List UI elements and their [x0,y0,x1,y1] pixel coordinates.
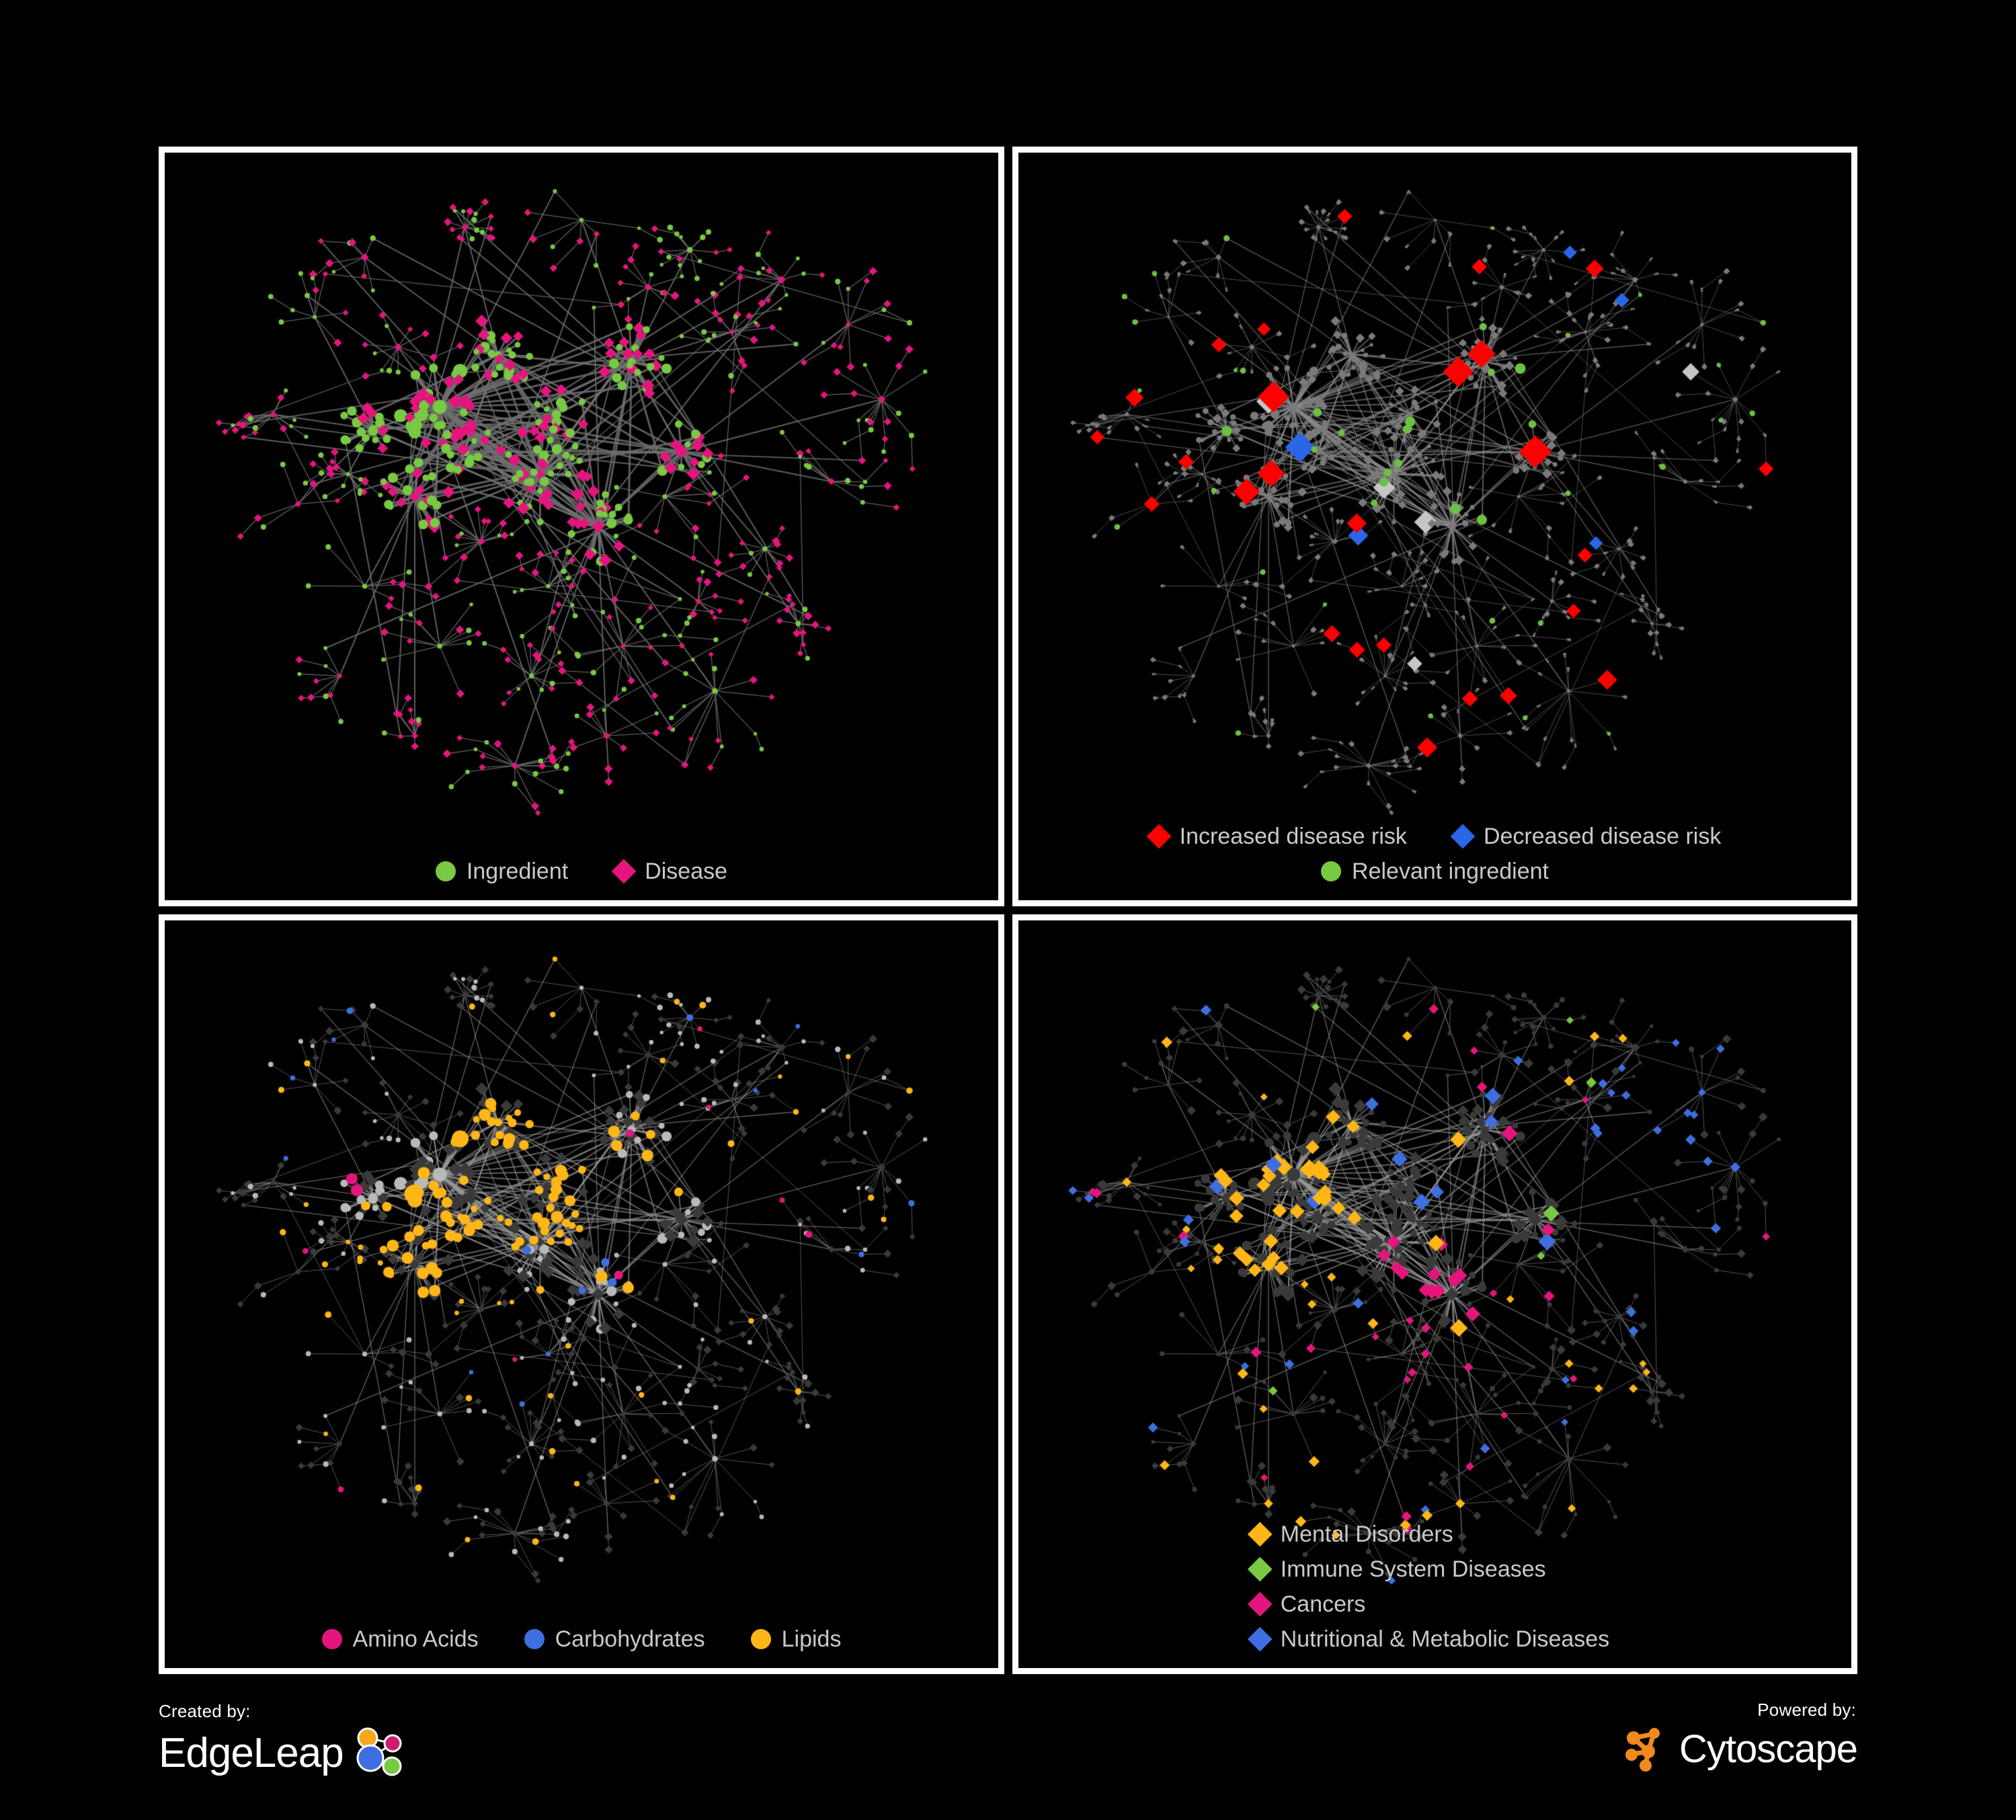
panel-disease-classes: Mental Disorders Immune System Diseases Ca… [1012,914,1857,1674]
panel-ingredient-classes: Amino Acids Carbohydrates Lipids [159,914,1004,1674]
network-canvas-ingredient-classes [165,920,998,1668]
network-canvas-ingredient-disease [165,153,998,900]
network-canvas-disease-classes [1018,920,1851,1668]
branding-created-by: Created by: EdgeLeap [159,1701,408,1782]
powered-by-kicker: Powered by: [1757,1700,1856,1720]
node-cluster-icon [350,1725,408,1782]
cytoscape-icon [1621,1723,1672,1775]
panel-ingredient-disease: Ingredient Disease [159,147,1004,906]
cytoscape-wordmark: Cytoscape [1679,1727,1858,1771]
panel-disease-risk: Increased disease risk Decreased disease … [1012,147,1857,906]
branding-powered-by: Powered by: Cyt [1621,1700,1858,1775]
network-canvas-disease-risk [1018,153,1851,900]
created-by-kicker: Created by: [159,1701,251,1721]
edgeleap-wordmark: EdgeLeap [159,1729,344,1776]
